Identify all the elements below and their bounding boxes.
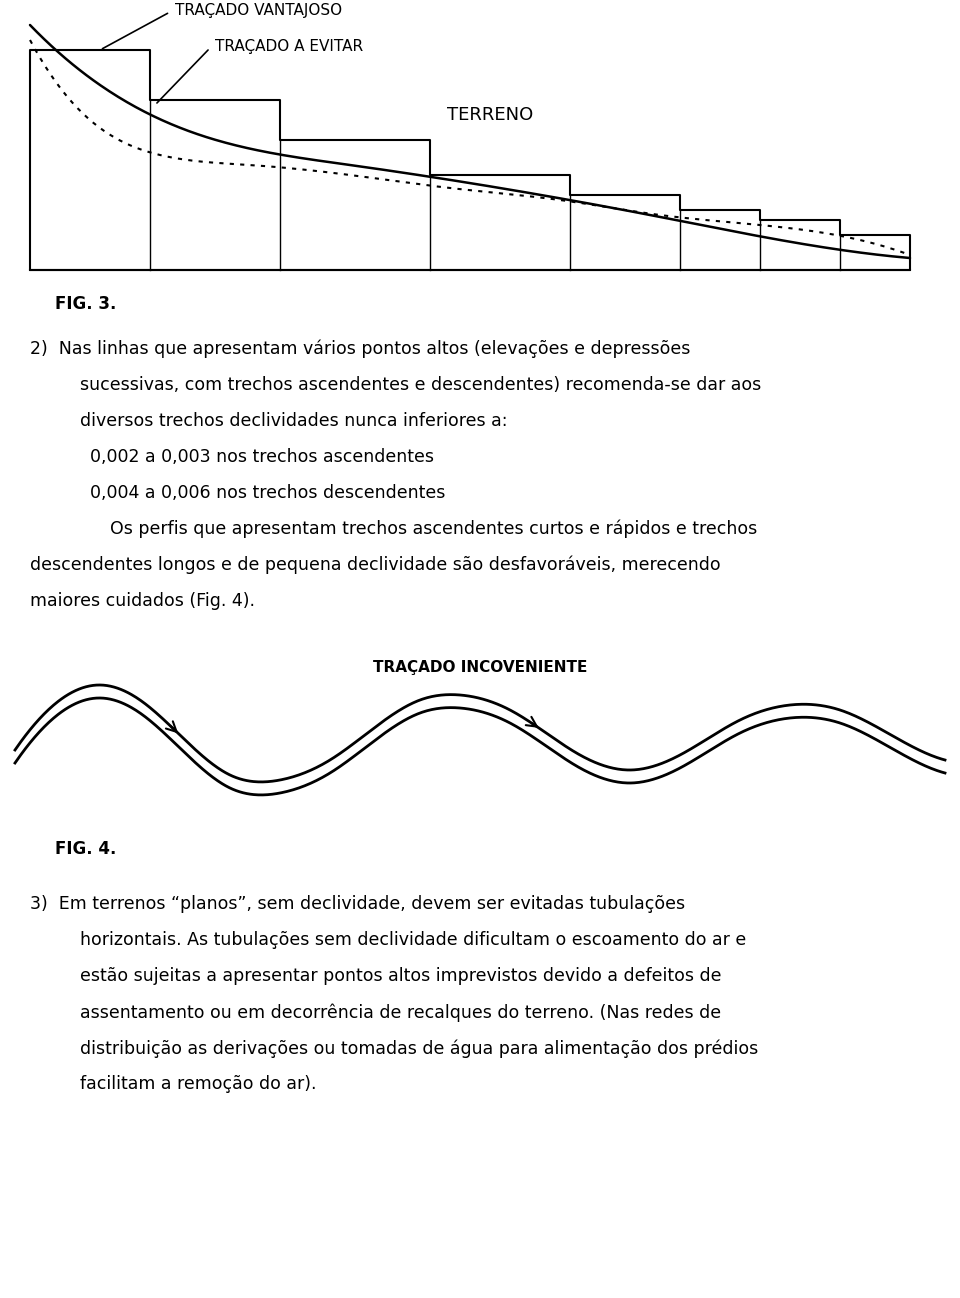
Text: 0,002 a 0,003 nos trechos ascendentes: 0,002 a 0,003 nos trechos ascendentes [90, 448, 434, 466]
Text: Os perfis que apresentam trechos ascendentes curtos e rápidos e trechos: Os perfis que apresentam trechos ascende… [110, 520, 757, 539]
Text: 3)  Em terrenos “planos”, sem declividade, devem ser evitadas tubulações: 3) Em terrenos “planos”, sem declividade… [30, 896, 685, 912]
Text: estão sujeitas a apresentar pontos altos imprevistos devido a defeitos de: estão sujeitas a apresentar pontos altos… [80, 967, 722, 985]
Text: sucessivas, com trechos ascendentes e descendentes) recomenda-se dar aos: sucessivas, com trechos ascendentes e de… [80, 376, 761, 395]
Text: descendentes longos e de pequena declividade são desfavoráveis, merecendo: descendentes longos e de pequena declivi… [30, 556, 721, 575]
Text: 2)  Nas linhas que apresentam vários pontos altos (elevações e depressões: 2) Nas linhas que apresentam vários pont… [30, 340, 690, 358]
Text: horizontais. As tubulações sem declividade dificultam o escoamento do ar e: horizontais. As tubulações sem declivida… [80, 931, 746, 949]
Text: assentamento ou em decorrência de recalques do terreno. (Nas redes de: assentamento ou em decorrência de recalq… [80, 1003, 721, 1022]
Text: FIG. 3.: FIG. 3. [55, 295, 116, 313]
Text: TRAÇADO A EVITAR: TRAÇADO A EVITAR [215, 39, 363, 53]
Text: TERRENO: TERRENO [446, 106, 533, 125]
Text: diversos trechos declividades nunca inferiores a:: diversos trechos declividades nunca infe… [80, 411, 508, 430]
Text: TRAÇADO VANTAJOSO: TRAÇADO VANTAJOSO [175, 3, 342, 17]
Text: 0,004 a 0,006 nos trechos descendentes: 0,004 a 0,006 nos trechos descendentes [90, 484, 445, 502]
Text: TRAÇADO INCOVENIENTE: TRAÇADO INCOVENIENTE [372, 659, 588, 675]
Text: facilitam a remoção do ar).: facilitam a remoção do ar). [80, 1075, 317, 1093]
Text: maiores cuidados (Fig. 4).: maiores cuidados (Fig. 4). [30, 592, 255, 610]
Text: distribuição as derivações ou tomadas de água para alimentação dos prédios: distribuição as derivações ou tomadas de… [80, 1038, 758, 1058]
Text: FIG. 4.: FIG. 4. [55, 840, 116, 858]
